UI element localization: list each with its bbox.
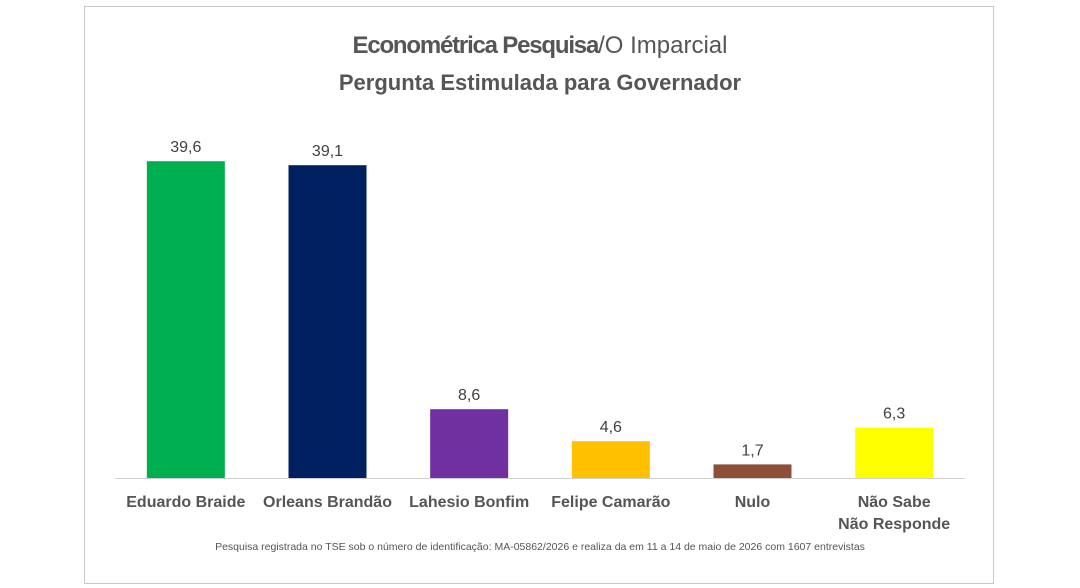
title-brand: Econométrica Pesquisa [352, 32, 600, 59]
data-label-4: 1,7 [741, 442, 763, 459]
chart-frame [84, 6, 994, 584]
bar-4 [713, 464, 792, 478]
category-label-3: Felipe Camarão [551, 494, 670, 511]
title-partner: O Imparcial [604, 32, 728, 59]
bar-3 [571, 441, 650, 478]
title-separator: / [598, 32, 605, 59]
chart-title: Econométrica Pesquisa/O Imparcial [0, 32, 1080, 60]
category-label-1: Orleans Brandão [263, 494, 392, 511]
bar-2 [430, 409, 509, 478]
data-label-0: 39,6 [170, 139, 201, 156]
bar-1 [288, 165, 367, 478]
data-label-2: 8,6 [458, 387, 480, 404]
category-label-4: Nulo [735, 494, 771, 511]
category-label-5-line-0: Não Sabe [858, 494, 931, 511]
category-label-0: Eduardo Braide [126, 494, 245, 511]
footnote: Pesquisa registrada no TSE sob o número … [215, 541, 865, 553]
chart-subtitle: Pergunta Estimulada para Governador [338, 70, 742, 95]
category-label-5-line-1: Não Responde [838, 516, 950, 533]
bar-5 [855, 427, 934, 478]
bar-0 [146, 161, 225, 478]
data-label-5: 6,3 [883, 406, 905, 423]
data-label-1: 39,1 [312, 143, 343, 160]
data-label-3: 4,6 [600, 419, 622, 436]
category-label-2: Lahesio Bonfim [409, 494, 529, 511]
